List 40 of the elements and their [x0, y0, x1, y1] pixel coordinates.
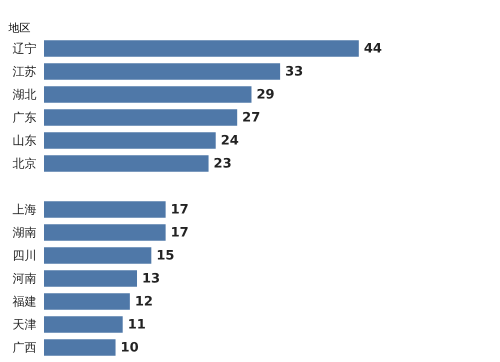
bar	[44, 293, 130, 310]
y-tick-label: 天津	[12, 318, 36, 332]
data-label: 44	[364, 42, 382, 56]
y-tick-label: 北京	[12, 156, 36, 170]
y-axis-title: 地区	[8, 22, 30, 34]
data-label: 17	[170, 226, 189, 240]
data-label: 13	[142, 272, 160, 286]
y-tick-label: 湖南	[12, 226, 36, 240]
bar	[44, 224, 166, 241]
y-tick-label: 河南	[12, 272, 36, 286]
data-label: 33	[285, 64, 304, 80]
y-tick-label: 山东	[12, 134, 36, 148]
data-label: 11	[128, 318, 146, 332]
data-label: 24	[220, 134, 239, 148]
y-tick-label: 广东	[12, 110, 36, 124]
y-tick-label: 江苏	[12, 64, 36, 78]
bar	[44, 270, 138, 287]
data-label: 15	[156, 248, 174, 264]
y-tick-label: 广西	[12, 340, 36, 354]
y-tick-label: 四川	[12, 248, 36, 262]
bar	[44, 40, 359, 57]
data-label: 23	[214, 156, 232, 172]
bar	[44, 132, 216, 149]
bar	[44, 316, 123, 333]
y-tick-label: 辽宁	[12, 42, 36, 56]
data-label: 10	[120, 340, 139, 356]
bar	[44, 109, 238, 126]
bar	[44, 339, 116, 356]
y-tick-label: 福建	[12, 294, 36, 308]
y-tick-label: 上海	[12, 202, 36, 216]
bar	[44, 201, 166, 218]
bar	[44, 86, 252, 103]
y-tick-label: 湖北	[12, 88, 36, 102]
bar	[44, 155, 209, 172]
data-label: 27	[242, 110, 260, 126]
bar	[44, 247, 152, 264]
bar	[44, 63, 280, 80]
data-label: 12	[134, 294, 153, 310]
data-label: 17	[170, 202, 189, 218]
data-label: 29	[256, 88, 275, 102]
